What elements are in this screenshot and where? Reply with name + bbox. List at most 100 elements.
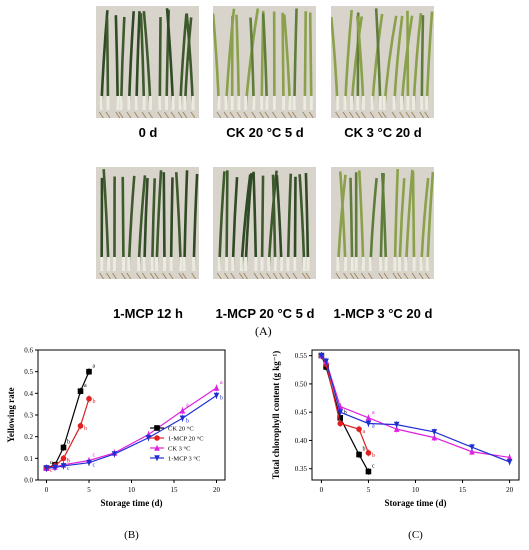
data-point: [365, 468, 372, 475]
onion-root: [411, 111, 416, 118]
x-tick-label: 10: [412, 486, 420, 494]
onion-root: [230, 272, 236, 279]
onion-root: [411, 272, 417, 279]
onion-root: [181, 272, 187, 279]
data-point: [431, 429, 438, 436]
series-line: [320, 355, 510, 463]
y-tick-label: 0.1: [24, 455, 33, 463]
panel-label: (B): [124, 529, 139, 541]
photo-image: [96, 6, 199, 118]
data-point: [365, 420, 372, 427]
data-point: [179, 415, 186, 422]
onion-root: [98, 111, 104, 118]
onion-root: [253, 272, 259, 279]
onion-root: [305, 272, 311, 279]
data-point: [154, 455, 160, 462]
onion-root: [271, 111, 277, 118]
photo-ck3-20d: [331, 6, 434, 118]
onion-root: [381, 111, 387, 118]
data-point: [323, 358, 329, 365]
onion-root: [285, 272, 291, 279]
legend-label: CK 3 °C: [168, 446, 190, 453]
onion-root: [224, 272, 229, 279]
onion-leaf: [349, 177, 354, 270]
photo-background: [213, 167, 316, 279]
data-point: [356, 426, 362, 432]
onion-root: [259, 272, 265, 279]
onion-root: [178, 272, 184, 279]
onion-root: [281, 111, 286, 118]
onion-root: [191, 272, 197, 279]
panel-label: (C): [408, 529, 423, 541]
onion-leaf: [260, 175, 265, 270]
x-tick-label: 15: [459, 486, 467, 494]
photo-label: 1-MCP 12 h: [113, 306, 183, 321]
data-point: [506, 454, 513, 461]
x-tick-label: 10: [128, 486, 136, 494]
onion-root: [287, 111, 293, 118]
significance-letter: a: [84, 383, 87, 389]
data-point: [469, 444, 475, 451]
data-point: [393, 421, 400, 428]
onion-root: [383, 272, 389, 279]
data-point: [431, 434, 438, 441]
data-point: [356, 451, 362, 458]
onion-root: [378, 272, 384, 279]
onion-root: [399, 111, 404, 118]
significance-letter: a: [220, 380, 223, 386]
data-point: [86, 395, 92, 402]
onion-leaf: [162, 172, 166, 270]
photo-ck20-5d: [213, 6, 316, 118]
data-point: [365, 414, 372, 421]
onion-root: [149, 272, 155, 279]
onion-root: [136, 272, 141, 279]
onion-root: [418, 272, 424, 279]
chlorophyll-chart: 0 5 10 15 20 0.35 0.40 0.45 0.50 0.55 Storage time…: [271, 349, 520, 541]
significance-letter: c: [50, 468, 53, 474]
onion-root: [141, 272, 147, 279]
onion-root: [141, 111, 147, 118]
onion-root: [115, 111, 121, 118]
onion-root: [391, 111, 397, 118]
y-tick-label: 0.4: [24, 390, 33, 398]
data-point: [60, 444, 67, 451]
x-tick-label: 15: [171, 486, 179, 494]
onion-root: [266, 272, 272, 279]
onion-leaf: [411, 171, 416, 270]
y-tick-label: 0.3: [24, 412, 33, 420]
onion-root: [302, 111, 308, 118]
significance-letter: b: [344, 410, 347, 416]
onion-root: [157, 111, 163, 118]
onion-root: [243, 111, 249, 118]
photo-image: [331, 6, 434, 118]
onion-root: [216, 111, 222, 118]
onion-root: [99, 272, 105, 279]
photo-image: [96, 167, 199, 279]
legend-label: CK 20 °C: [168, 426, 194, 433]
x-tick-label: 5: [367, 486, 371, 494]
significance-letter: c: [93, 463, 96, 469]
data-point: [111, 451, 118, 458]
data-point: [60, 455, 67, 462]
y-tick-label: 0.35: [295, 465, 308, 473]
onion-root: [121, 272, 126, 279]
x-tick-label: 0: [45, 486, 49, 494]
data-point: [77, 388, 84, 394]
y-axis-label: Total chlorophyll content (g kg⁻¹): [271, 351, 281, 479]
significance-letter: b: [363, 447, 366, 453]
onion-root: [301, 272, 307, 279]
onion-root: [223, 111, 229, 118]
onion-root: [148, 111, 153, 118]
onion-root: [126, 111, 132, 118]
photo-image: [213, 167, 316, 279]
data-point: [86, 459, 92, 466]
photo-label: 0 d: [138, 125, 158, 140]
onion-root: [353, 272, 359, 279]
onion-root: [343, 272, 348, 279]
data-point: [52, 464, 58, 471]
y-tick-label: 0.45: [295, 409, 308, 417]
x-tick-label: 5: [87, 486, 91, 494]
onion-leaf: [121, 176, 125, 270]
onion-root: [133, 111, 139, 118]
photo-label: CK 3 °C 20 d: [344, 125, 422, 140]
